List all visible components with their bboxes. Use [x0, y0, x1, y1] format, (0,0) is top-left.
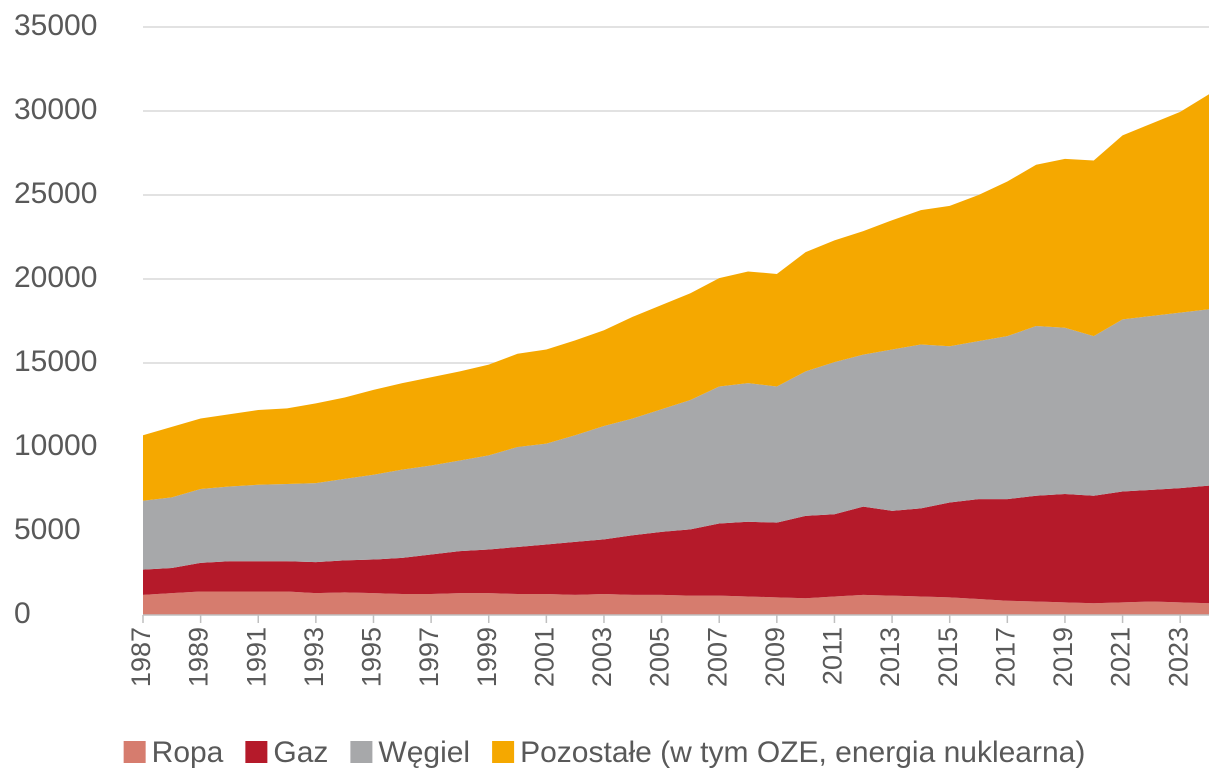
legend-swatch [492, 741, 515, 763]
legend: Ropa Gaz Węgiel Pozostałe (w tym OZE, energ… [123, 736, 1085, 769]
legend-label: Węgiel [378, 736, 470, 769]
x-tick-label: 2021 [1106, 627, 1136, 687]
x-tick-label: 2003 [587, 627, 617, 687]
x-tick-label: 2023 [1163, 627, 1193, 687]
x-tick-label: 1993 [299, 627, 329, 687]
x-tick-label: 2015 [933, 627, 963, 687]
y-tick-label: 5000 [14, 513, 81, 546]
legend-label: Pozostałe (w tym OZE, energia nuklearna) [520, 736, 1085, 769]
x-tick-label: 1997 [414, 627, 444, 687]
areas [143, 94, 1209, 615]
x-tick-label: 2011 [818, 627, 848, 685]
x-tick-label: 1999 [472, 627, 502, 687]
legend-swatch [123, 741, 146, 763]
y-tick-label: 25000 [14, 177, 97, 210]
y-tick-label: 20000 [14, 261, 97, 294]
x-tick-label: 1995 [357, 627, 387, 687]
legend-label: Ropa [152, 736, 224, 769]
y-tick-label: 15000 [14, 345, 97, 378]
y-tick-label: 0 [14, 597, 31, 630]
legend-label: Gaz [273, 736, 328, 769]
legend-swatch [245, 741, 268, 763]
y-tick-label: 10000 [14, 429, 97, 462]
x-tick-label: 2005 [645, 627, 675, 687]
x-tick-label: 2019 [1048, 627, 1078, 687]
x-tick-label: 1987 [126, 627, 156, 687]
legend-swatch [350, 741, 373, 763]
x-tick-label: 2017 [990, 627, 1020, 687]
y-tick-label: 30000 [14, 93, 97, 126]
y-tick-label: 35000 [14, 9, 97, 42]
area [143, 309, 1209, 570]
area [143, 485, 1209, 604]
x-tick-label: 2013 [875, 627, 905, 687]
x-tick-label: 1989 [184, 627, 214, 687]
area [143, 591, 1209, 615]
area [143, 94, 1209, 501]
x-tick-label: 2001 [529, 627, 559, 687]
x-tick-label: 2007 [702, 627, 732, 687]
x-tick-label: 2009 [760, 627, 790, 687]
x-tick-label: 1991 [241, 627, 271, 687]
